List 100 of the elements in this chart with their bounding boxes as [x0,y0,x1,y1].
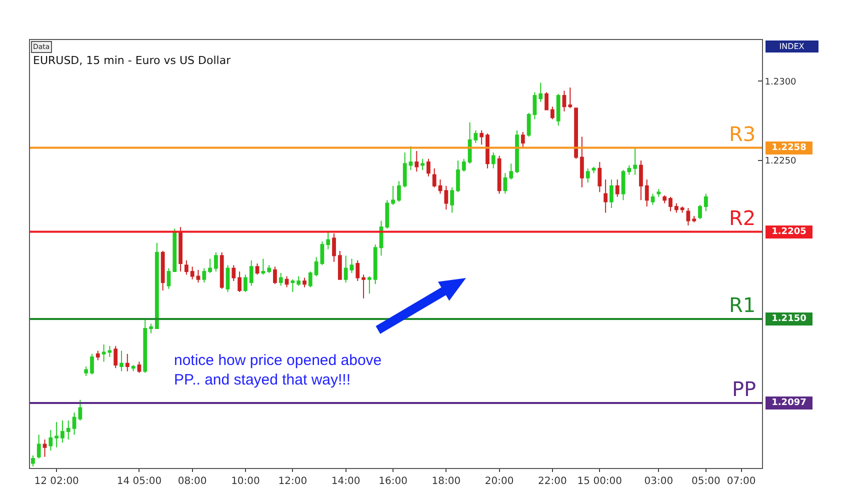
x-tick-label: 16:00 [378,476,408,487]
candlestick [60,420,64,444]
candlestick [214,252,218,272]
candlestick [550,106,554,120]
candlestick [190,266,194,280]
candlestick [698,204,702,220]
candlestick [84,366,88,377]
candlestick [456,160,460,193]
candlestick [273,266,277,285]
candlestick [232,264,236,282]
candlestick [674,202,678,214]
text: 1.2097 [772,398,806,408]
candlestick [586,168,590,184]
candlestick [408,146,413,170]
candlestick [296,276,301,286]
candlestick [120,350,124,372]
x-tick-label: 12 02:00 [34,476,79,487]
candlestick [226,264,230,293]
candlestick [385,200,390,230]
candlestick [474,130,478,144]
candlestick [78,399,82,421]
candlestick [503,172,508,194]
candlestick [574,108,578,160]
candlestick [438,179,442,194]
candlestick [267,264,272,274]
candlestick [515,130,519,174]
candlestick [604,179,608,214]
candlestick [202,268,206,284]
candlestick [414,150,419,172]
x-tick-label: 03:00 [644,476,674,487]
candlestick [692,215,696,223]
candlestick [397,180,401,202]
candlestick [432,168,436,188]
candlestick [639,160,643,201]
x-tick-label: 07:00 [726,476,756,487]
candlestick [42,438,47,458]
candlestick [704,193,708,212]
candlestick [278,272,283,286]
candlestick [290,278,295,293]
candlestick [598,162,602,193]
candlestick [172,228,177,272]
candlestick [532,92,537,120]
candlestick [149,323,153,334]
candlestick [544,92,548,110]
candlestick [326,231,330,250]
candlestick [154,242,159,329]
candlestick [344,255,348,284]
candlestick [160,250,165,291]
candlestick [208,258,212,274]
annotation: notice how price opened above PP.. and stayed that way!!! [174,352,382,388]
candlestick [125,353,130,372]
candlestick [592,166,596,174]
candlestick [72,412,76,436]
ref-line-label: R3 [729,122,756,146]
candlestick [644,179,649,207]
ref-line-label: R1 [729,293,756,317]
candlestick [31,454,35,467]
ref-line-label: PP [732,377,756,401]
candlestick [36,434,41,459]
candlestick [238,270,242,293]
candlestick [350,258,354,274]
candlestick [391,185,395,206]
ref-line-label: R2 [729,206,756,230]
x-tick-label: 20:00 [484,476,514,487]
candlestick [486,133,490,169]
candlestick [627,164,632,176]
candlestick [468,122,472,164]
candlestick [137,361,142,374]
x-tick-label: 15 00:00 [577,476,622,487]
candlestick [114,345,118,369]
x-tick-label: 08:00 [178,476,207,487]
text: INDEX [779,42,805,51]
candlestick [220,252,224,290]
candlestick [131,364,136,372]
x-tick-label: 05:00 [692,476,720,487]
candlestick [90,353,94,375]
candlestick [166,268,171,290]
candlestick [650,193,655,206]
text: 1.2150 [772,314,806,324]
candlestick [662,194,667,204]
candlestick [568,87,572,109]
candlestick [302,277,306,288]
candlestick [621,169,626,201]
candlestick [444,185,448,210]
candlestick [332,232,336,262]
x-tick-label: 10:00 [231,476,260,487]
x-tick-label: 14:00 [331,476,360,487]
candlestick [480,130,484,146]
candlestick [420,158,425,170]
candlestick [562,90,566,112]
candlestick [426,158,430,177]
candlestick [54,422,59,448]
candlestick [509,163,514,180]
x-tick-label: 14 05:00 [116,476,162,487]
candlestick [520,131,525,148]
candlestick [450,186,454,214]
x-tick-label: 12:00 [278,476,308,487]
candlestick [320,240,324,266]
candlestick [143,318,148,374]
candlestick [314,256,318,277]
